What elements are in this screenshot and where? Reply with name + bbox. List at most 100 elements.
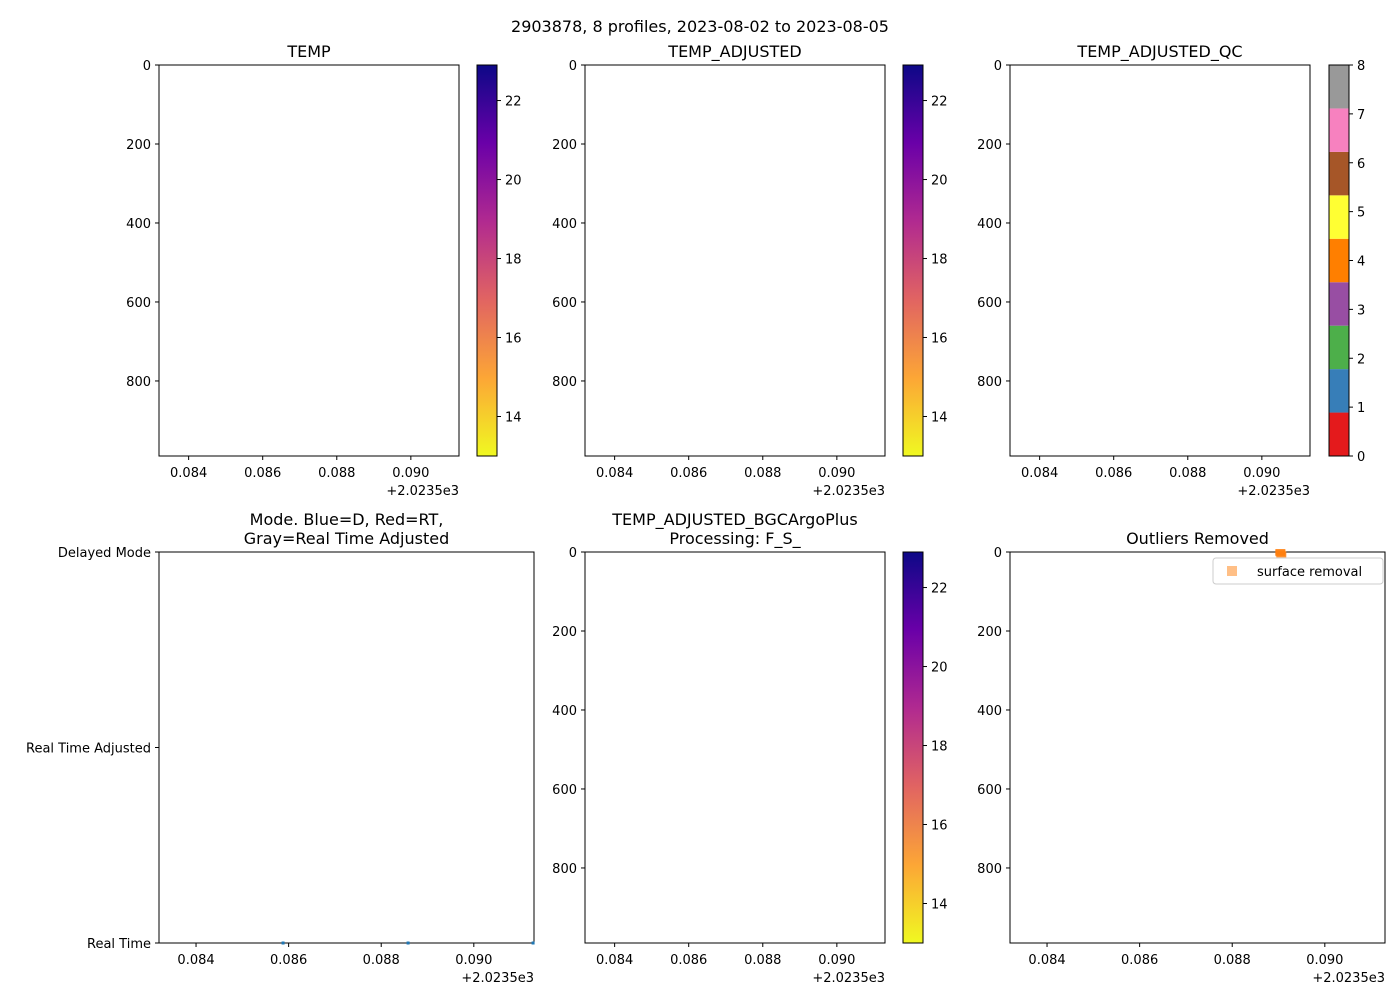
temp-adjusted-qc-colorbar-tick-label: 1 [1357, 401, 1365, 416]
bgc-argo-plus-y-tick-label: 200 [552, 625, 577, 640]
outliers-title: Outliers Removed [1126, 529, 1269, 548]
figure-title: 2903878, 8 profiles, 2023-08-02 to 2023-… [511, 17, 889, 36]
mode-y-tick-label: Real Time Adjusted [26, 742, 151, 757]
temp-adjusted-qc-x-tick-label: 0.084 [1021, 466, 1058, 481]
temp-adjusted-x-tick-label: 0.086 [670, 466, 707, 481]
temp-adjusted-colorbar-tick-label: 18 [931, 253, 948, 268]
temp-adjusted-qc-y-tick-label: 600 [977, 296, 1002, 311]
bgc-argo-plus-colorbar-tick-label: 20 [931, 661, 948, 676]
temp-adjusted-qc-colorbar-segment [1329, 238, 1349, 283]
temp-adjusted-qc-colorbar-segment [1329, 108, 1349, 152]
temp-adjusted-qc-colorbar-segment [1329, 369, 1349, 413]
temp-colorbar-tick-label: 18 [505, 253, 522, 268]
mode-point [531, 941, 535, 945]
bgc-argo-plus-y-tick-label: 0 [569, 546, 577, 561]
mode-point [406, 941, 410, 945]
temp-adjusted-y-tick-label: 0 [569, 59, 577, 74]
temp-adjusted-qc-colorbar-tick-label: 8 [1357, 59, 1365, 74]
temp-y-tick-label: 0 [143, 59, 151, 74]
outliers-x-tick-label: 0.088 [1214, 953, 1251, 968]
temp-adjusted-qc-x-tick-label: 0.086 [1095, 466, 1132, 481]
bgc-argo-plus-y-tick-label: 400 [552, 704, 577, 719]
bgc-argo-plus-colorbar-tick-label: 16 [931, 819, 948, 834]
temp-colorbar-frame [476, 64, 498, 457]
temp-adjusted-colorbar [903, 65, 923, 456]
mode-x-tick-label: 0.090 [455, 953, 492, 968]
temp-adjusted-qc-plot-area [1009, 64, 1311, 457]
temp-adjusted-qc-colorbar-segment [1329, 65, 1349, 109]
mode-title-line: Mode. Blue=D, Red=RT, [250, 510, 444, 529]
temp-y-tick-label: 200 [126, 138, 151, 153]
bgc-argo-plus-y-tick-label: 800 [552, 862, 577, 877]
outliers-y-tick-label: 400 [977, 704, 1002, 719]
bgc-argo-plus-x-offset-label: +2.0235e3 [812, 971, 885, 986]
temp-adjusted-x-tick-label: 0.088 [744, 466, 781, 481]
temp-adjusted-qc-colorbar-tick-label: 0 [1357, 450, 1365, 465]
temp-adjusted-qc-title: TEMP_ADJUSTED_QC [1076, 42, 1242, 62]
temp-adjusted-y-tick-label: 800 [552, 375, 577, 390]
temp-adjusted-y-tick-label: 400 [552, 217, 577, 232]
temp-adjusted-qc-colorbar-segment [1329, 325, 1349, 370]
temp-adjusted-qc-x-tick-label: 0.088 [1169, 466, 1206, 481]
temp-y-tick-label: 400 [126, 217, 151, 232]
mode-x-tick-label: 0.084 [177, 953, 214, 968]
temp-adjusted-colorbar-frame [902, 64, 924, 457]
bgc-argo-plus-colorbar-tick-label: 22 [931, 582, 948, 597]
temp-colorbar [477, 65, 497, 456]
mode-x-offset-label: +2.0235e3 [461, 971, 534, 986]
temp-adjusted-x-offset-label: +2.0235e3 [812, 484, 885, 499]
bgc-argo-plus-plot-area [584, 551, 886, 944]
mode-x-tick-label: 0.086 [270, 953, 307, 968]
outliers-x-tick-label: 0.086 [1121, 953, 1158, 968]
temp-adjusted-colorbar-tick-label: 14 [931, 411, 948, 426]
temp-adjusted-title: TEMP_ADJUSTED [667, 42, 801, 62]
outliers-legend-label: surface removal [1257, 565, 1362, 580]
mode-y-tick-label: Real Time [87, 937, 151, 952]
temp-adjusted-qc-y-tick-label: 0 [994, 59, 1002, 74]
outliers-legend-marker [1227, 566, 1237, 576]
temp-adjusted-qc-colorbar-tick-label: 7 [1357, 108, 1365, 123]
bgc-argo-plus-title-line: Processing: F_S_ [669, 529, 801, 549]
temp-adjusted-qc-colorbar-tick-label: 5 [1357, 206, 1365, 221]
temp-adjusted-qc-colorbar-segment [1329, 151, 1349, 196]
temp-colorbar-tick-label: 22 [505, 95, 522, 110]
temp-adjusted-qc-colorbar-tick-label: 4 [1357, 255, 1365, 270]
bgc-argo-plus-y-tick-label: 600 [552, 783, 577, 798]
temp-x-tick-label: 0.088 [318, 466, 355, 481]
temp-adjusted-qc-colorbar-segment [1329, 282, 1349, 326]
temp-adjusted-y-tick-label: 600 [552, 296, 577, 311]
temp-colorbar-tick-label: 16 [505, 332, 522, 347]
temp-adjusted-qc-y-tick-label: 800 [977, 375, 1002, 390]
bgc-argo-plus-x-tick-label: 0.088 [744, 953, 781, 968]
temp-x-tick-label: 0.086 [244, 466, 281, 481]
bgc-argo-plus-title-line: TEMP_ADJUSTED_BGCArgoPlus [611, 510, 857, 530]
mode-point [281, 941, 285, 945]
temp-adjusted-qc-colorbar-segment [1329, 195, 1349, 239]
temp-x-tick-label: 0.084 [170, 466, 207, 481]
outliers-x-tick-label: 0.090 [1306, 953, 1343, 968]
bgc-argo-plus-colorbar-tick-label: 14 [931, 898, 948, 913]
outliers-y-tick-label: 800 [977, 862, 1002, 877]
outliers-x-offset-label: +2.0235e3 [1312, 971, 1385, 986]
temp-x-offset-label: +2.0235e3 [386, 484, 459, 499]
temp-plot-area [158, 64, 460, 457]
bgc-argo-plus-x-tick-label: 0.084 [596, 953, 633, 968]
temp-adjusted-plot-area [584, 64, 886, 457]
temp-adjusted-colorbar-tick-label: 16 [931, 332, 948, 347]
temp-adjusted-x-tick-label: 0.084 [596, 466, 633, 481]
temp-adjusted-qc-colorbar-tick-label: 6 [1357, 157, 1365, 172]
mode-title-line: Gray=Real Time Adjusted [244, 529, 450, 548]
temp-adjusted-y-tick-label: 200 [552, 138, 577, 153]
bgc-argo-plus-colorbar-tick-label: 18 [931, 740, 948, 755]
outliers-y-tick-label: 0 [994, 546, 1002, 561]
bgc-argo-plus-x-tick-label: 0.086 [670, 953, 707, 968]
temp-adjusted-qc-colorbar-segment [1329, 412, 1349, 456]
temp-adjusted-qc-y-tick-label: 200 [977, 138, 1002, 153]
temp-adjusted-qc-x-offset-label: +2.0235e3 [1237, 484, 1310, 499]
bgc-argo-plus-x-tick-label: 0.090 [818, 953, 855, 968]
temp-adjusted-qc-colorbar-tick-label: 3 [1357, 303, 1365, 318]
outliers-x-tick-label: 0.084 [1028, 953, 1065, 968]
temp-adjusted-colorbar-tick-label: 20 [931, 174, 948, 189]
temp-y-tick-label: 600 [126, 296, 151, 311]
outliers-point [1276, 551, 1287, 558]
